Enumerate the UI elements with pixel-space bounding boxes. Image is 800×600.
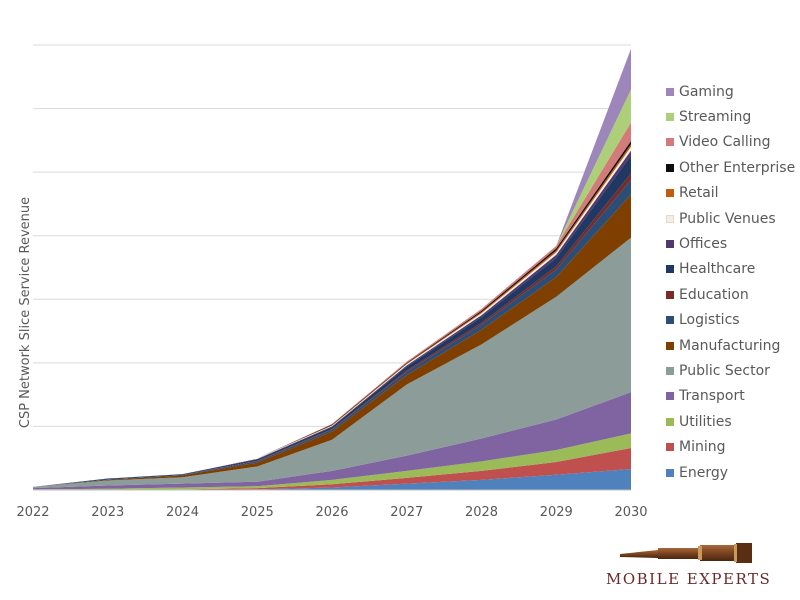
x-tick-label: 2024 (166, 505, 199, 520)
legend-item: Transport (666, 384, 795, 409)
area-public-sector (33, 237, 631, 489)
legend-item: Streaming (666, 104, 795, 129)
x-tick-label: 2026 (315, 505, 348, 520)
legend-label: Streaming (679, 109, 752, 126)
legend-swatch (666, 87, 674, 96)
legend-label: Offices (679, 236, 728, 253)
legend-item: Education (666, 282, 795, 307)
area-transport (33, 392, 631, 490)
legend-item: Mining (666, 434, 795, 459)
legend-swatch (666, 214, 674, 223)
legend-swatch (666, 468, 674, 477)
brand-logo: MOBILE EXPERTS (600, 536, 780, 592)
legend-label: Gaming (679, 83, 734, 100)
legend-item: Logistics (666, 308, 795, 333)
legend-item: Healthcare (666, 257, 795, 282)
legend-item: Offices (666, 231, 795, 256)
legend-label: Public Sector (679, 362, 770, 379)
x-tick-label: 2022 (16, 505, 49, 520)
legend-swatch (666, 113, 674, 122)
area-energy (33, 469, 631, 490)
y-axis-title: CSP Network Slice Service Revenue (18, 197, 33, 428)
legend-label: Public Venues (679, 210, 776, 227)
legend-item: Manufacturing (666, 333, 795, 358)
legend-label: Energy (679, 464, 729, 481)
legend-label: Mining (679, 439, 726, 456)
legend-label: Transport (679, 388, 745, 405)
legend-label: Video Calling (679, 134, 771, 151)
x-tick-label: 2029 (540, 505, 573, 520)
legend-label: Manufacturing (679, 337, 781, 354)
x-tick-label: 2023 (91, 505, 124, 520)
legend-swatch (666, 240, 674, 249)
legend-item: Retail (666, 181, 795, 206)
x-tick-label: 2030 (614, 505, 647, 520)
legend-swatch (666, 341, 674, 350)
legend-item: Video Calling (666, 130, 795, 155)
legend-item: Utilities (666, 409, 795, 434)
legend-label: Retail (679, 185, 719, 202)
chart-legend: Gaming Streaming Video Calling Other Enterp… (666, 79, 795, 485)
legend-swatch (666, 443, 674, 452)
legend-item: Public Sector (666, 358, 795, 383)
legend-swatch (666, 366, 674, 375)
x-tick-label: 2028 (465, 505, 498, 520)
area-series (33, 48, 631, 490)
x-tick-label: 2027 (390, 505, 423, 520)
legend-item: Other Enterprise (666, 155, 795, 180)
legend-label: Logistics (679, 312, 740, 329)
brand-name: MOBILE EXPERTS (606, 570, 772, 588)
legend-label: Education (679, 286, 749, 303)
legend-label: Healthcare (679, 261, 756, 278)
area-mining (33, 448, 631, 490)
legend-swatch (666, 163, 674, 172)
legend-swatch (666, 417, 674, 426)
legend-swatch (666, 316, 674, 325)
legend-label: Utilities (679, 413, 732, 430)
area-utilities (33, 433, 631, 490)
legend-item: Public Venues (666, 206, 795, 231)
legend-item: Energy (666, 460, 795, 485)
x-tick-label: 2025 (241, 505, 274, 520)
x-axis-ticks: 2022 2023 2024 2025 2026 2027 2028 2029 2030 (16, 505, 647, 520)
legend-swatch (666, 392, 674, 401)
legend-swatch (666, 138, 674, 147)
legend-label: Other Enterprise (679, 159, 796, 176)
legend-swatch (666, 189, 674, 198)
spyglass-icon (620, 543, 752, 563)
legend-swatch (666, 290, 674, 299)
legend-swatch (666, 265, 674, 274)
gridlines (33, 44, 631, 427)
legend-item: Gaming (666, 79, 795, 104)
